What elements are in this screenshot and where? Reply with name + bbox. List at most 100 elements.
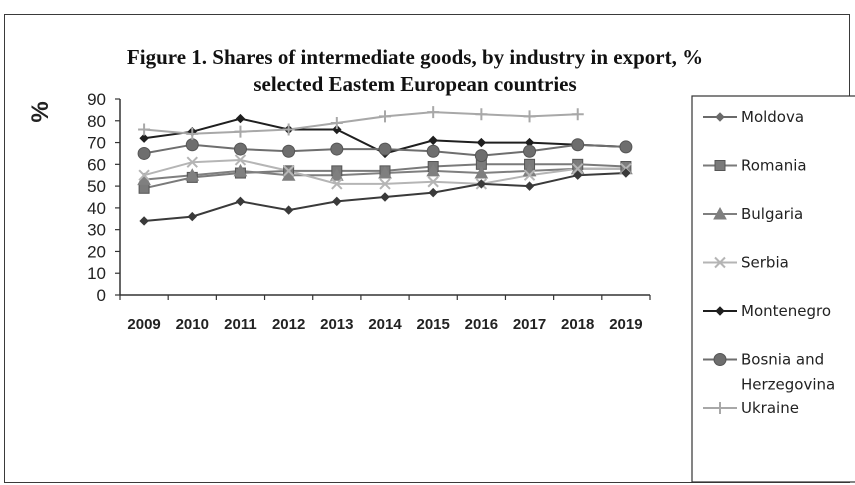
y-tick-label: 20 [87,242,106,261]
data-point [378,142,392,156]
data-point [379,178,391,190]
x-tick-label: 2012 [272,316,305,333]
legend-item: Ukraine [703,399,799,417]
chart-axes: 0 10 20 30 40 50 60 70 80 90 2009 2010 2011 2012 2013 2… [27,90,651,333]
data-point [185,138,199,152]
x-tick-label: 2016 [465,316,498,333]
legend-swatch-marker [714,160,726,171]
y-tick-label: 30 [87,221,106,240]
chart-legend: Moldova Romania Bulgaria Serbia Montenegro Bo… [691,95,855,483]
legend-box [691,95,855,483]
legend-swatch-marker [715,306,725,316]
y-tick-label: 70 [87,134,106,153]
legend-item: Bosnia and Herzegovina [703,351,835,394]
data-point [380,192,390,202]
data-point [524,181,535,191]
data-point [331,178,343,190]
data-point [619,140,633,154]
data-point [573,170,583,180]
data-point [476,137,487,148]
legend-swatch-marker [714,256,726,269]
x-tick-label: 2014 [368,316,402,333]
legend-swatch-marker [715,112,725,122]
data-point [427,176,439,188]
data-point [330,116,343,129]
legend-item: Montenegro [703,302,831,320]
data-point [139,133,149,143]
data-point [474,149,488,163]
data-point [233,163,248,177]
y-tick-label: 10 [87,264,106,283]
data-point [329,168,344,181]
legend-swatch-marker [713,353,727,366]
data-point [138,169,150,181]
data-point [571,108,584,121]
data-point [378,166,392,179]
legend-swatch-marker [713,206,727,220]
series-markers [137,106,633,226]
x-tick-label: 2019 [609,316,642,333]
data-point [426,144,440,158]
legend-item: Romania [703,157,807,175]
legend-item: Moldova [703,108,804,126]
data-point [139,216,149,226]
data-point [187,211,197,222]
data-point [282,123,295,136]
x-tick-label: 2010 [176,316,209,333]
data-point [186,127,199,140]
legend-label: Bosnia and [741,351,824,369]
data-point [523,144,537,158]
chart-subtitle: selected Eastem European countries [253,72,577,96]
data-point [137,146,151,160]
data-point [475,108,488,121]
data-point [282,144,296,158]
data-point [428,187,438,198]
chart-title: Figure 1. Shares of intermediate goods, … [126,45,704,69]
data-point [233,142,247,156]
data-point [426,163,441,177]
x-tick-label: 2018 [561,316,594,333]
data-point [282,165,295,177]
data-point [330,142,344,156]
y-axis-label: % [27,101,54,122]
legend-label: Moldova [741,108,804,126]
legend-label: Bulgaria [741,205,803,223]
y-tick-label: 60 [87,155,106,174]
legend-item: Serbia [703,254,789,272]
data-point [332,196,342,207]
data-point [186,156,198,168]
y-tick-label: 80 [87,112,106,131]
chart-title-block: Figure 1. Shares of intermediate goods, … [30,44,800,98]
data-point [379,110,391,123]
data-point [427,106,440,119]
data-point [283,205,294,215]
x-tick-label: 2017 [513,316,546,333]
legend-item: Bulgaria [703,205,803,223]
data-point [571,138,585,152]
data-point [235,113,246,124]
y-tick-label: 90 [87,90,106,109]
x-tick-label: 2015 [416,316,449,333]
x-tick-label: 2013 [320,316,353,333]
x-tick-label: 2011 [224,316,257,333]
data-point [428,135,438,146]
data-point [138,123,151,136]
data-point [234,125,247,138]
legend-label: Montenegro [741,302,831,320]
legend-label: Ukraine [741,399,799,417]
y-tick-label: 50 [87,177,106,196]
data-point [185,168,200,181]
data-point [476,179,487,189]
data-point [234,154,247,166]
data-point [474,166,489,179]
y-tick-label: 0 [97,286,106,305]
data-point [572,162,584,175]
y-tick-label: 40 [87,199,106,218]
data-point [523,169,536,181]
legend-label: Serbia [741,254,789,272]
data-point [523,110,536,123]
legend-label: Romania [741,157,807,175]
series-line [144,111,578,135]
x-tick-label: 2009 [127,316,160,333]
